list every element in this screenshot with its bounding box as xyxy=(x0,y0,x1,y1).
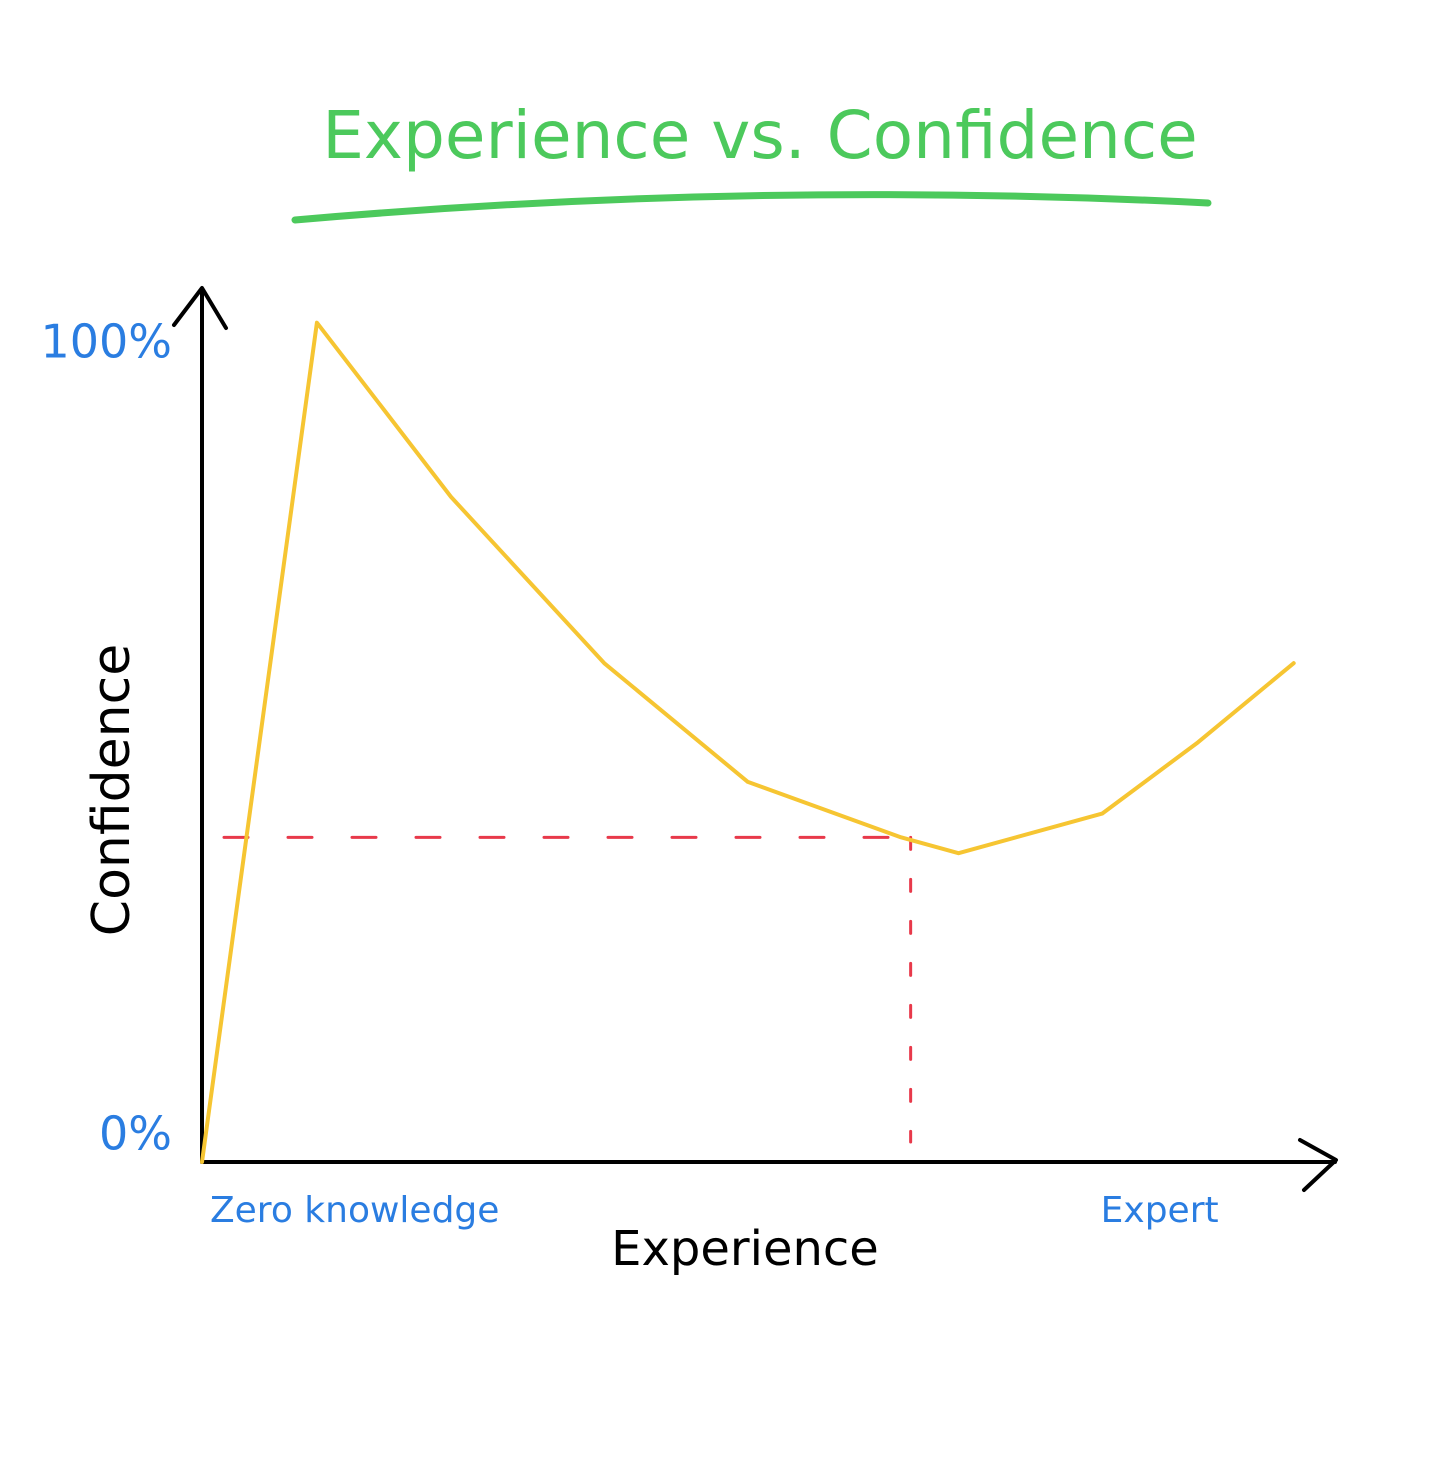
x-tick-label: Zero knowledge xyxy=(210,1190,499,1231)
x-axis-label: Experience xyxy=(611,1221,879,1277)
chart-title: Experience vs. Confidence xyxy=(322,97,1198,174)
title-underline xyxy=(291,191,1212,224)
y-axis-label: Confidence xyxy=(82,644,142,936)
y-tick-label: 0% xyxy=(99,1107,172,1161)
y-tick-label: 100% xyxy=(40,315,172,369)
x-tick-label: Expert xyxy=(1101,1190,1219,1231)
series-line xyxy=(200,320,1296,1164)
y-axis xyxy=(172,286,228,1164)
x-axis xyxy=(200,1138,1338,1192)
